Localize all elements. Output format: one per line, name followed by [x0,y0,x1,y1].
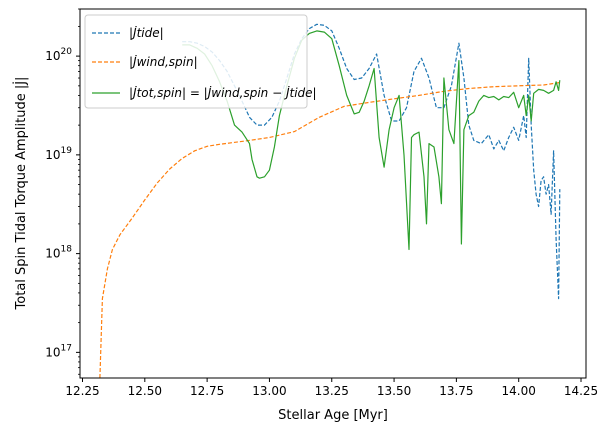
x-tick-label: 13.50 [377,384,411,398]
legend-label-tide: |J̇tide| [129,26,164,40]
y-axis-ticks: 1017 1018 1019 1020 [45,8,80,375]
legend: |J̇tide| |J̇wind,spin| |J̇tot,spin| = |J… [84,14,317,109]
x-axis-label: Stellar Age [Myr] [278,408,388,423]
x-tick-label: 13.00 [252,384,286,398]
x-tick-label: 12.75 [190,384,224,398]
legend-label-wind-spin: |J̇wind,spin| [129,55,198,69]
series-line-0 [182,23,561,300]
x-axis-ticks: 12.25 12.50 12.75 13.00 13.25 13.50 13.75 14.00… [65,378,598,398]
x-tick-label: 12.50 [128,384,162,398]
series-line-1 [99,81,560,379]
plot-area-frame [79,8,587,379]
plot-lines [99,23,561,379]
x-tick-label: 12.25 [65,384,99,398]
legend-label-tot-spin: |J̇tot,spin| = |J̇wind,spin − J̇tide| [129,86,317,100]
y-axis-label: Total Spin Tidal Torque Amplitude |J̇| [14,77,29,311]
x-tick-label: 14.00 [502,384,536,398]
x-tick-label: 14.25 [564,384,598,398]
y-tick-label: 1017 [45,343,72,359]
y-tick-label: 1019 [45,146,72,162]
legend-frame [84,14,308,109]
y-tick-label: 1020 [45,47,72,63]
series-line-2 [182,30,561,251]
x-tick-label: 13.25 [315,384,349,398]
x-tick-label: 13.75 [439,384,473,398]
y-tick-label: 1018 [45,245,72,261]
